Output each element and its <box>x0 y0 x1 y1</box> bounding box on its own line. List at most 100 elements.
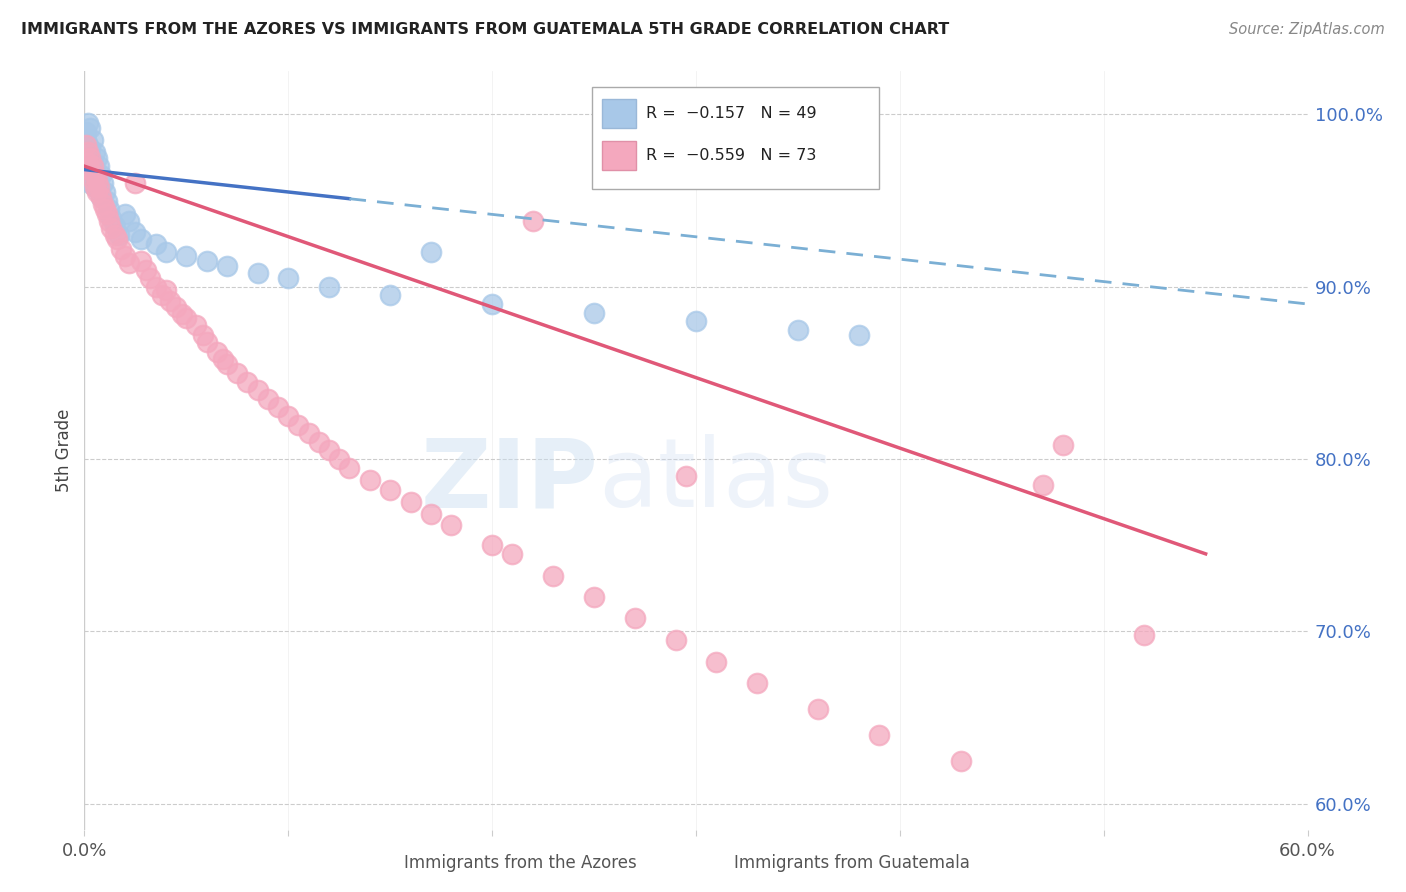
Point <box>277 271 299 285</box>
Point <box>399 495 422 509</box>
Point <box>195 334 218 349</box>
Text: Immigrants from Guatemala: Immigrants from Guatemala <box>734 855 970 872</box>
Point <box>87 179 110 194</box>
Point <box>110 242 132 256</box>
Point <box>114 207 136 221</box>
Point <box>75 133 97 147</box>
Point <box>217 357 239 371</box>
Point <box>124 225 146 239</box>
Text: atlas: atlas <box>598 434 834 527</box>
Point <box>277 409 299 423</box>
Point <box>226 366 249 380</box>
Point <box>246 383 269 397</box>
Point <box>118 214 141 228</box>
Point <box>90 190 112 204</box>
Point <box>787 323 810 337</box>
Point <box>93 202 115 217</box>
Y-axis label: 5th Grade: 5th Grade <box>55 409 73 492</box>
Point <box>83 168 105 182</box>
Point <box>82 159 104 173</box>
Point <box>96 194 118 208</box>
Point <box>583 590 606 604</box>
Point <box>83 145 105 160</box>
Point <box>502 547 524 561</box>
Point <box>75 125 97 139</box>
Point <box>77 162 100 177</box>
Point <box>105 231 128 245</box>
Point <box>481 297 503 311</box>
Point <box>1032 478 1054 492</box>
Point <box>138 271 160 285</box>
Point <box>328 452 350 467</box>
FancyBboxPatch shape <box>696 854 727 873</box>
Point <box>205 345 228 359</box>
Point <box>82 173 104 187</box>
Point <box>155 283 177 297</box>
Point <box>706 656 728 670</box>
Point <box>747 676 769 690</box>
Point <box>543 569 565 583</box>
Point <box>807 702 830 716</box>
Point <box>118 255 141 269</box>
Point <box>339 460 361 475</box>
Point <box>77 138 100 153</box>
Point <box>87 159 110 173</box>
Point <box>75 145 97 160</box>
Point <box>172 307 194 321</box>
Point <box>159 293 181 308</box>
Point <box>77 155 100 169</box>
Point <box>91 177 114 191</box>
Point <box>186 318 208 332</box>
Point <box>150 288 173 302</box>
Point <box>481 538 503 552</box>
Point <box>522 214 544 228</box>
Point <box>685 314 707 328</box>
Point <box>97 214 120 228</box>
Point <box>174 249 197 263</box>
Point <box>114 249 136 263</box>
Point <box>287 417 309 432</box>
Point <box>308 434 330 449</box>
Point <box>1052 438 1074 452</box>
Point <box>145 279 167 293</box>
Text: IMMIGRANTS FROM THE AZORES VS IMMIGRANTS FROM GUATEMALA 5TH GRADE CORRELATION CH: IMMIGRANTS FROM THE AZORES VS IMMIGRANTS… <box>21 22 949 37</box>
Point <box>246 266 269 280</box>
Point <box>420 245 443 260</box>
Point <box>79 162 101 177</box>
Point <box>86 151 108 165</box>
FancyBboxPatch shape <box>602 141 636 170</box>
Point <box>848 328 870 343</box>
Point <box>79 177 101 191</box>
Point <box>359 473 381 487</box>
Point <box>131 231 153 245</box>
Point <box>675 469 697 483</box>
Point <box>380 483 402 497</box>
Point <box>86 173 108 187</box>
Point <box>91 197 114 211</box>
Text: R =  −0.559   N = 73: R = −0.559 N = 73 <box>645 148 817 163</box>
Text: Immigrants from the Azores: Immigrants from the Azores <box>404 855 637 872</box>
Point <box>104 228 127 243</box>
FancyBboxPatch shape <box>366 854 396 873</box>
Point <box>100 221 122 235</box>
Text: ZIP: ZIP <box>420 434 598 527</box>
Point <box>440 517 463 532</box>
Point <box>869 728 891 742</box>
Point <box>86 185 108 199</box>
Point <box>380 288 402 302</box>
Point <box>298 426 321 441</box>
Point <box>145 236 167 251</box>
Point <box>131 253 153 268</box>
Point <box>83 179 105 194</box>
Point <box>100 211 122 225</box>
Point <box>191 328 214 343</box>
Point <box>87 179 110 194</box>
Point <box>97 202 120 217</box>
Point <box>174 310 197 325</box>
Point <box>82 173 104 187</box>
Point <box>318 279 340 293</box>
Text: Source: ZipAtlas.com: Source: ZipAtlas.com <box>1229 22 1385 37</box>
Point <box>79 159 101 173</box>
Point <box>90 168 112 182</box>
Point <box>950 754 973 768</box>
